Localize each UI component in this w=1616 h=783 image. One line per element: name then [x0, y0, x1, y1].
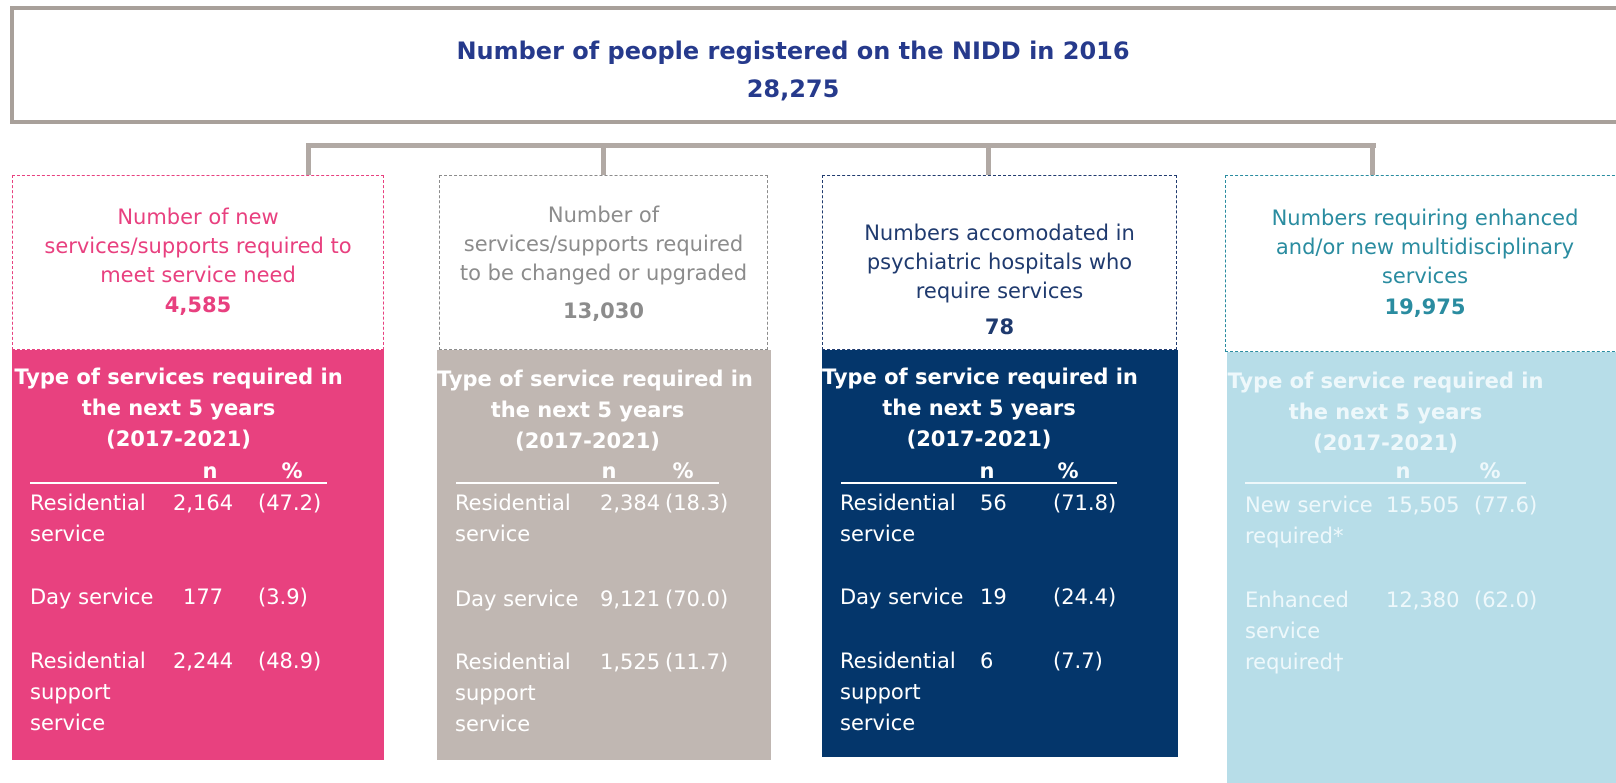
connector [306, 143, 1376, 148]
panel-title: (2017-2021) [906, 427, 1052, 451]
row-n: 2,164 [172, 491, 234, 515]
panel-title: Type of service required in [822, 365, 1138, 389]
n-heading: n [202, 459, 218, 483]
row-n: 12,380 [1386, 588, 1460, 612]
row-pct: (77.6) [1474, 493, 1538, 517]
row-pct: (71.8) [1053, 491, 1117, 515]
n-heading: n [1395, 459, 1411, 483]
row-label: Residential service [840, 491, 956, 546]
header-label: Number of new [117, 205, 279, 229]
pct-heading: % [1057, 459, 1079, 483]
row-n: 15,505 [1386, 493, 1460, 517]
header-value: 78 [984, 315, 1015, 339]
row-label: Residential support service [455, 650, 571, 736]
row-pct: (48.9) [258, 649, 322, 673]
header-label: services [1381, 264, 1469, 288]
row-label: Day service [455, 587, 579, 611]
row-pct: (3.9) [258, 585, 308, 609]
panel-title: (2017-2021) [1313, 431, 1458, 455]
connector [986, 143, 991, 175]
row-pct: (18.3) [665, 491, 729, 515]
top-title: Number of people registered on the NIDD … [456, 37, 1130, 65]
header-label: meet service need [100, 263, 296, 287]
heading-rule [456, 482, 719, 484]
row-pct: (47.2) [258, 491, 322, 515]
row-label: Residential support service [840, 649, 956, 735]
row-n: 1,525 [600, 650, 661, 674]
row-label: New service required* [1245, 493, 1373, 548]
connector [306, 143, 311, 175]
row-pct: (62.0) [1474, 588, 1538, 612]
row-n: 19 [980, 585, 1007, 609]
header-box [822, 175, 1177, 350]
heading-rule [841, 482, 1117, 484]
row-label: Day service [30, 585, 154, 609]
panel-title: the next 5 years [1288, 400, 1483, 424]
header-box [12, 175, 384, 350]
heading-rule [1245, 482, 1526, 484]
panel [12, 350, 384, 760]
heading-rule [30, 482, 327, 484]
panel-title: the next 5 years [490, 398, 685, 422]
panel-title: the next 5 years [81, 396, 276, 420]
top-value: 28,275 [746, 75, 840, 103]
n-heading: n [979, 459, 995, 483]
panel-title: the next 5 years [882, 396, 1076, 420]
panel-title: Type of service required in [437, 367, 753, 391]
header-label: services/supports required to [44, 234, 352, 258]
row-n: 56 [980, 491, 1007, 515]
connector [601, 143, 606, 175]
pct-heading: % [672, 459, 694, 483]
row-pct: (11.7) [665, 650, 729, 674]
row-pct: (24.4) [1053, 585, 1117, 609]
panel-title: (2017-2021) [106, 427, 251, 451]
row-n: 9,121 [600, 587, 661, 611]
n-heading: n [601, 459, 617, 483]
header-box [439, 175, 768, 350]
row-n: 2,384 [600, 491, 661, 515]
header-label: Numbers accomodated in [864, 221, 1135, 245]
panel [1227, 352, 1616, 783]
connector [1370, 143, 1375, 175]
row-label: Day service [840, 585, 964, 609]
header-label: require services [915, 279, 1084, 303]
header-label: services/supports required [463, 232, 744, 256]
row-n: 177 [182, 585, 224, 609]
header-label: psychiatric hospitals who [866, 250, 1133, 274]
pct-heading: % [1479, 459, 1501, 483]
panel-title: Type of service required in [1227, 369, 1544, 393]
header-value: 13,030 [562, 299, 645, 323]
panel-title: Type of services required in [14, 365, 343, 389]
header-value: 19,975 [1384, 295, 1466, 319]
row-pct: (7.7) [1053, 649, 1103, 673]
header-label: and/or new multidisciplinary [1275, 235, 1575, 259]
panel [822, 350, 1178, 757]
row-label: Residential service [30, 491, 146, 546]
pct-heading: % [281, 459, 303, 483]
row-n: 2,244 [172, 649, 234, 673]
header-box [1225, 175, 1616, 352]
header-value: 4,585 [164, 293, 232, 317]
top-box [10, 6, 1616, 124]
row-n: 6 [980, 649, 994, 673]
header-label: to be changed or upgraded [459, 261, 748, 285]
row-label: Enhanced service required† [1245, 588, 1349, 674]
panel [437, 350, 771, 760]
panel-title: (2017-2021) [515, 429, 660, 453]
row-label: Residential service [455, 491, 571, 546]
row-pct: (70.0) [665, 587, 729, 611]
row-label: Residential support service [30, 649, 146, 735]
header-label: Number of [547, 203, 660, 227]
header-label: Numbers requiring enhanced [1271, 206, 1579, 230]
